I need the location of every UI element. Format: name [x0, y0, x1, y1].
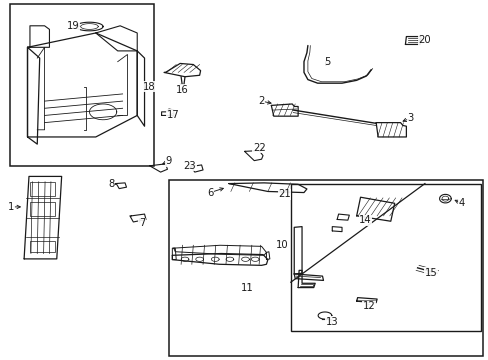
Text: 18: 18 [143, 82, 155, 92]
Bar [168, 180, 483, 356]
Text: 17: 17 [166, 110, 179, 120]
Bar [290, 184, 480, 330]
Text: 6: 6 [207, 188, 213, 198]
Text: 23: 23 [183, 161, 196, 171]
Text: 20: 20 [418, 35, 430, 45]
Text: 8: 8 [108, 179, 115, 189]
Text: 7: 7 [139, 218, 145, 228]
Text: 16: 16 [175, 85, 188, 95]
Text: 3: 3 [407, 113, 412, 123]
Text: 12: 12 [362, 301, 375, 311]
Text: 5: 5 [324, 57, 330, 67]
Text: 22: 22 [252, 143, 265, 153]
Text: 1: 1 [8, 202, 15, 212]
Text: 4: 4 [457, 198, 464, 208]
Text: 10: 10 [275, 239, 288, 249]
Bar [30, 182, 55, 196]
Text: 14: 14 [358, 215, 371, 225]
Text: 19: 19 [66, 21, 79, 31]
Bar [30, 241, 55, 252]
Text: 11: 11 [240, 283, 253, 293]
Text: 9: 9 [165, 156, 172, 166]
Text: 2: 2 [258, 96, 264, 106]
Bar [10, 4, 154, 166]
Text: 13: 13 [325, 317, 338, 327]
Bar [30, 202, 55, 216]
Text: 21: 21 [278, 189, 290, 199]
Text: 15: 15 [424, 267, 436, 278]
